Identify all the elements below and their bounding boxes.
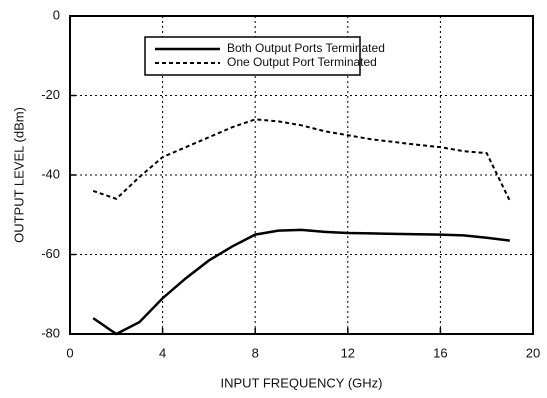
y-tick-label: -80 (41, 325, 60, 340)
x-axis-label: INPUT FREQUENCY (GHz) (220, 375, 382, 390)
legend-box (144, 36, 361, 76)
plot-frame (69, 15, 534, 335)
x-tick-label: 20 (526, 345, 540, 360)
y-tick-label: 0 (53, 7, 60, 22)
y-tick-label: -40 (41, 166, 60, 181)
y-axis-label: OUTPUT LEVEL (dBm) (11, 107, 26, 243)
x-tick-label: 4 (159, 345, 166, 360)
x-tick-label: 16 (433, 345, 447, 360)
x-tick-label: 8 (252, 345, 259, 360)
y-tick-label: -60 (41, 246, 60, 261)
series-line (92, 118, 511, 202)
legend-label: Both Output Ports Terminated (227, 41, 385, 55)
x-tick-label: 12 (341, 345, 355, 360)
x-tick-label: 0 (66, 345, 73, 360)
y-tick-label: -20 (41, 87, 60, 102)
series-line (92, 228, 510, 336)
legend-label: One Output Port Terminated (227, 55, 377, 69)
